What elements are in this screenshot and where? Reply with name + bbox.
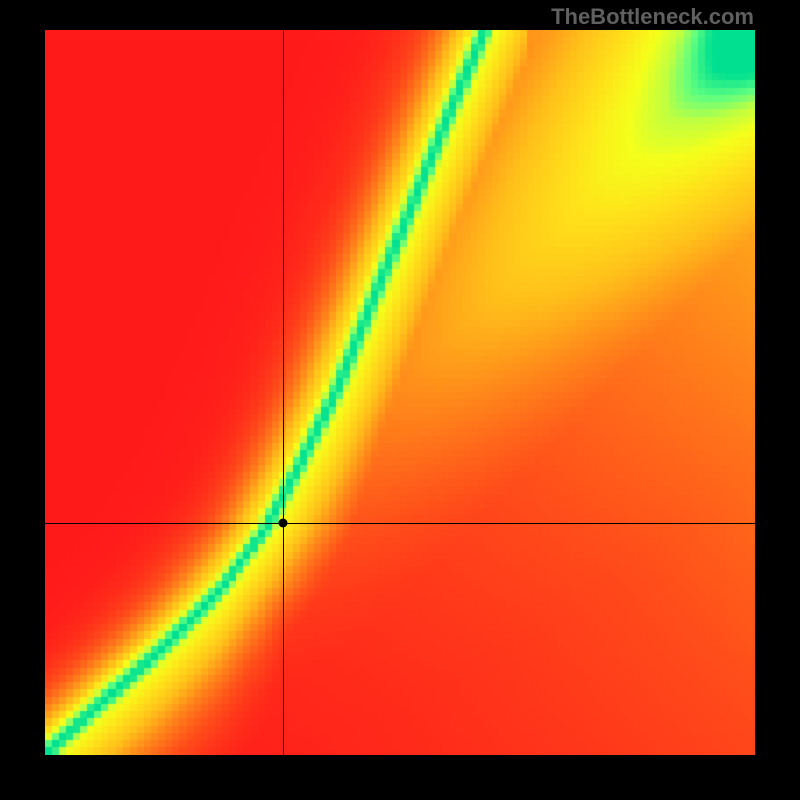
plot-area: [45, 30, 755, 755]
watermark-text: TheBottleneck.com: [551, 4, 754, 30]
crosshair-horizontal: [45, 523, 755, 524]
heatmap-canvas: [45, 30, 755, 755]
root-container: TheBottleneck.com: [0, 0, 800, 800]
crosshair-vertical: [283, 30, 284, 755]
marker-dot: [278, 519, 287, 528]
